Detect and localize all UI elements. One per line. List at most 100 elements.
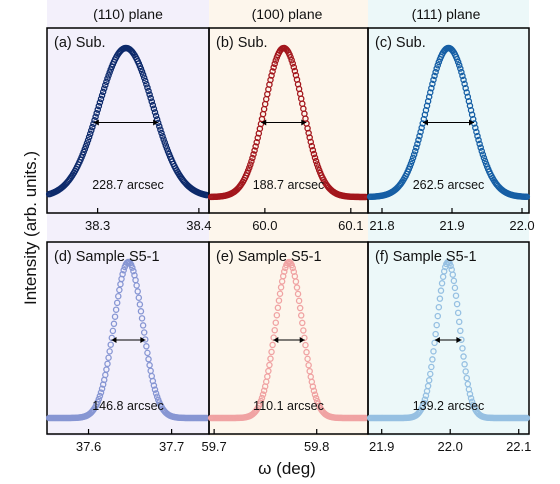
data-point [434, 61, 442, 69]
data-point [289, 264, 296, 272]
data-point [290, 63, 298, 71]
panel-frame [367, 27, 530, 214]
data-point [265, 367, 272, 375]
fwhm-label: 262.5 arcsec [413, 178, 485, 192]
data-point [246, 164, 253, 171]
data-point [460, 76, 467, 84]
data-point [260, 387, 268, 394]
data-point [157, 126, 164, 133]
data-point [420, 399, 428, 407]
data-point [271, 326, 278, 334]
fwhm-arrow-head-left [261, 119, 267, 126]
data-point [137, 308, 145, 315]
x-tick-label: 22.0 [438, 439, 463, 454]
data-point [479, 151, 487, 158]
data-point [272, 319, 280, 326]
panel-frame [367, 241, 530, 435]
data-point [300, 327, 307, 334]
data-point [294, 290, 302, 298]
data-point [150, 382, 158, 389]
data-point [426, 89, 434, 96]
data-point [94, 106, 102, 113]
data-point [289, 60, 296, 67]
data-point [430, 348, 437, 355]
data-point [437, 287, 445, 294]
fwhm-label: 228.7 arcsec [92, 178, 164, 192]
x-tick-label: 22.0 [509, 218, 534, 233]
data-point [460, 353, 467, 360]
panel-label: (d) Sample S5-1 [54, 249, 160, 265]
data-point [144, 349, 151, 357]
panel-label: (f) Sample S5-1 [375, 249, 477, 265]
data-point [449, 271, 457, 278]
data-point [480, 154, 488, 162]
data-point [89, 123, 96, 131]
panel-label: (b) Sub. [216, 35, 268, 51]
data-point [267, 355, 274, 362]
data-point [523, 193, 531, 201]
data-point [148, 98, 156, 105]
fwhm-label: 139.2 arcsec [413, 399, 485, 413]
data-point [436, 295, 444, 302]
column-background [368, 0, 529, 436]
data-point [453, 300, 461, 308]
panel: 38.3 38.4 (a) Sub. 228.7 arcsec [45, 27, 212, 233]
data-point [274, 304, 282, 312]
panel: 59.7 59.8 (e) Sample S5-1 110.1 arcsec [201, 241, 370, 454]
data-point [408, 157, 416, 165]
data-point [474, 132, 481, 140]
data-point [152, 390, 160, 397]
fwhm-label: 146.8 arcsec [92, 399, 164, 413]
data-point [296, 304, 304, 312]
data-point [129, 264, 136, 271]
data-point [409, 154, 417, 162]
panel-label: (e) Sample S5-1 [216, 249, 322, 265]
data-point [83, 140, 91, 147]
data-point [113, 299, 121, 307]
x-tick-label: 37.7 [159, 439, 184, 454]
data-point [454, 309, 462, 317]
data-point [110, 320, 118, 328]
panels: 38.3 38.4 (a) Sub. 228.7 arcsec 60.0 60.1 (b) … [45, 27, 535, 454]
fwhm-arrow-head-left [111, 337, 117, 343]
data-point [415, 136, 422, 144]
data-point [92, 113, 99, 121]
data-point [311, 154, 319, 161]
data-point [473, 128, 480, 136]
data-point [248, 158, 255, 165]
data-point [151, 109, 159, 116]
data-point [312, 157, 320, 165]
data-point [450, 277, 458, 285]
data-point [291, 67, 299, 75]
fwhm-arrow-head-left [422, 119, 428, 126]
x-tick-label: 60.1 [338, 218, 363, 233]
data-point [461, 80, 468, 88]
data-point [288, 56, 295, 64]
data-point [161, 139, 168, 146]
data-point [257, 397, 265, 405]
data-point [103, 366, 110, 373]
data-point [428, 84, 435, 92]
data-point [451, 284, 459, 292]
data-point [158, 129, 165, 137]
x-tick-label: 59.7 [201, 439, 226, 454]
data-point [309, 383, 317, 390]
data-point [98, 92, 106, 99]
data-point [145, 87, 152, 95]
data-point [135, 294, 143, 301]
data-point [102, 81, 109, 89]
data-point [426, 370, 434, 378]
data-point [272, 57, 280, 64]
fwhm-label: 188.7 arcsec [253, 178, 325, 192]
data-point [138, 315, 146, 322]
data-point [418, 124, 425, 132]
data-point [307, 138, 315, 146]
data-point [276, 290, 284, 297]
data-point [98, 385, 106, 392]
panel: 21.8 21.9 22.0 (c) Sub. 262.5 arcsec [366, 27, 535, 233]
data-point [416, 132, 423, 140]
data-point [251, 147, 258, 154]
data-point [411, 147, 419, 155]
data-point [160, 136, 167, 143]
data-point [103, 78, 110, 86]
